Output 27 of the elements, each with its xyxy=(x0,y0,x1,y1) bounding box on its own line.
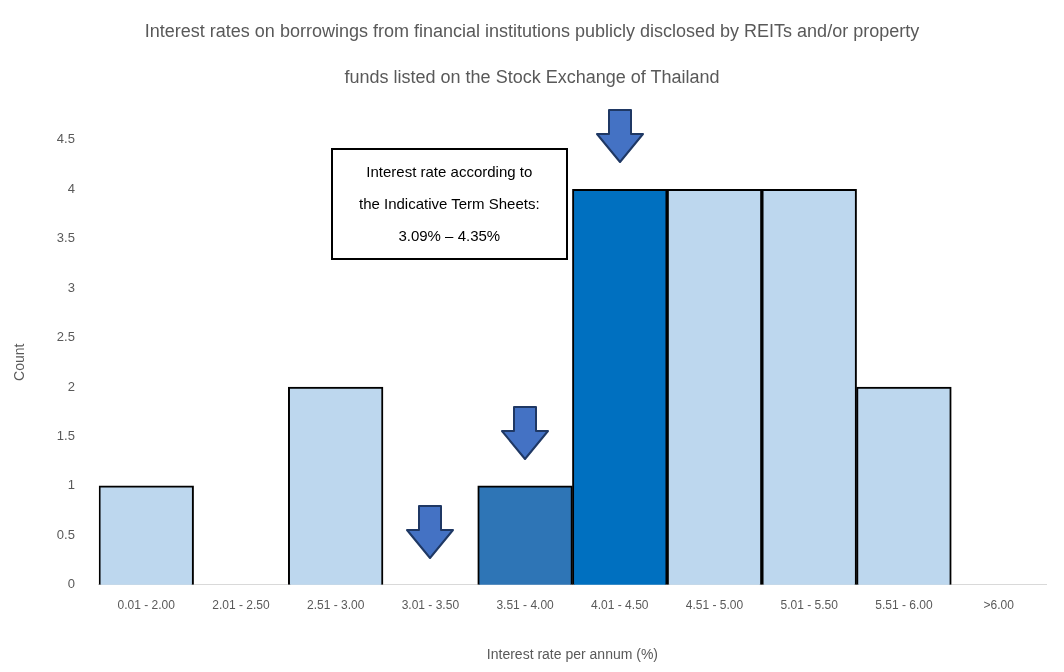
x-tick-label: 3.51 - 4.00 xyxy=(496,598,555,613)
y-tick-label: 3 xyxy=(67,279,75,295)
x-tick-label: 0.01 - 2.00 xyxy=(117,598,176,613)
annotation: Interest rate according to xyxy=(365,161,534,182)
x-tick-label: >6.00 xyxy=(983,598,1015,613)
y-tick-label: 0.5 xyxy=(56,526,75,542)
y-tick-label: 2.5 xyxy=(56,329,75,345)
y-tick-label: 4 xyxy=(67,180,75,196)
x-axis-title: Interest rate per annum (%) xyxy=(486,646,659,663)
x-tick-label: 2.01 - 2.50 xyxy=(212,598,270,613)
y-tick-label: 0 xyxy=(67,576,75,592)
x-tick-label: 4.01 - 4.50 xyxy=(591,598,649,613)
y-tick-label: 1 xyxy=(67,477,75,493)
x-tick-label: 5.51 - 6.00 xyxy=(875,598,933,613)
y-tick-label: 4.5 xyxy=(56,131,75,147)
y-tick-label: 2 xyxy=(67,378,75,394)
x-tick-label: 5.01 - 5.50 xyxy=(780,598,839,613)
annotation: 3.09% – 4.35% xyxy=(397,225,502,246)
y-tick-label: 1.5 xyxy=(56,428,75,444)
x-tick-label: 2.51 - 3.00 xyxy=(306,598,365,613)
y-tick-label: 3.5 xyxy=(56,230,75,246)
annotation: the Indicative Term Sheets: xyxy=(357,193,541,214)
note-box: Interest rate according to the Indicative Term Sheets: 3.09% – 4.35% xyxy=(330,147,568,260)
x-tick-label: 4.51 - 5.00 xyxy=(685,598,744,613)
chart-title: Interest rates on borrowings from financial institutions publicly disclosed by REITs and/or property funds listed on the Stock Exchange of Thailand xyxy=(144,21,920,87)
x-tick-label: 3.01 - 3.50 xyxy=(401,598,460,613)
y-axis-title: Count xyxy=(11,343,28,381)
